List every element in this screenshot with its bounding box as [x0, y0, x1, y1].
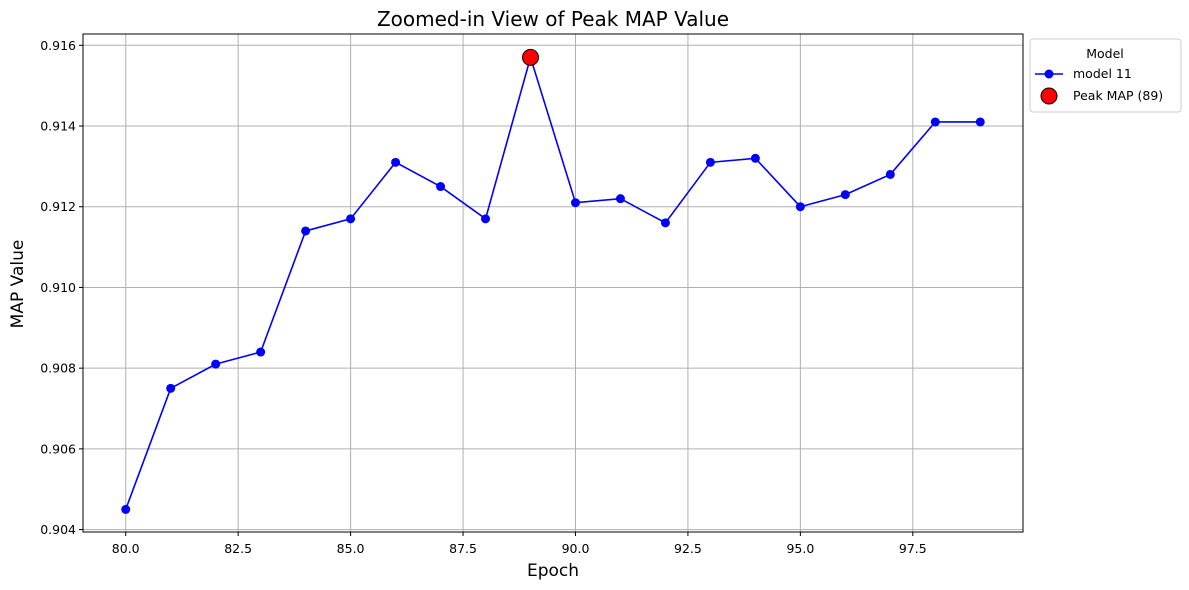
legend: Model model 11 Peak MAP (89) [1029, 38, 1182, 113]
x-tick-label: 85.0 [337, 541, 365, 556]
x-tick-label: 87.5 [449, 541, 477, 556]
data-point [885, 169, 895, 179]
data-point [256, 347, 266, 357]
data-point [211, 359, 221, 369]
data-point [121, 504, 131, 514]
y-axis-ticks: 0.904 0.906 0.908 0.910 0.912 0.914 0.916 [40, 38, 83, 537]
y-tick-label: 0.910 [40, 280, 76, 295]
x-axis-label: Epoch [527, 561, 579, 581]
data-point [660, 218, 670, 228]
x-axis-ticks: 80.0 82.5 85.0 87.5 90.0 92.5 95.0 97.5 [112, 532, 927, 556]
legend-entry-model-11: model 11 [1073, 66, 1132, 81]
x-tick-label: 90.0 [562, 541, 590, 556]
legend-box [1029, 38, 1182, 113]
y-tick-label: 0.914 [40, 119, 76, 134]
y-tick-label: 0.906 [40, 441, 76, 456]
y-tick-label: 0.908 [40, 361, 76, 376]
y-axis-label: MAP Value [8, 240, 28, 329]
data-point [301, 226, 311, 236]
y-tick-label: 0.916 [40, 38, 76, 53]
series-line-model-11 [124, 54, 981, 510]
x-tick-label: 80.0 [112, 541, 140, 556]
x-tick-label: 97.5 [899, 541, 927, 556]
data-point [975, 117, 985, 127]
legend-peak-swatch [1040, 87, 1058, 105]
x-tick-label: 92.5 [674, 541, 702, 556]
data-point [840, 190, 850, 200]
legend-entry-peak-map: Peak MAP (89) [1073, 88, 1163, 103]
grid-lines [83, 34, 1023, 532]
data-point [481, 214, 491, 224]
data-point [615, 194, 625, 204]
x-tick-label: 95.0 [786, 541, 814, 556]
data-point [346, 214, 356, 224]
data-point [570, 198, 580, 208]
data-point [166, 383, 176, 393]
data-point [705, 157, 715, 167]
peak-map-marker [522, 48, 540, 66]
data-point [795, 202, 805, 212]
chart-title: Zoomed-in View of Peak MAP Value [377, 7, 729, 31]
data-point [930, 117, 940, 127]
x-tick-label: 82.5 [224, 541, 252, 556]
legend-marker-swatch [1044, 69, 1054, 79]
legend-title: Model [1086, 46, 1124, 61]
plot-frame [82, 33, 1024, 533]
y-tick-label: 0.912 [40, 199, 76, 214]
plot-content [121, 48, 985, 514]
data-point [436, 182, 446, 192]
data-point [750, 153, 760, 163]
y-tick-label: 0.904 [40, 522, 76, 537]
data-point [391, 157, 401, 167]
